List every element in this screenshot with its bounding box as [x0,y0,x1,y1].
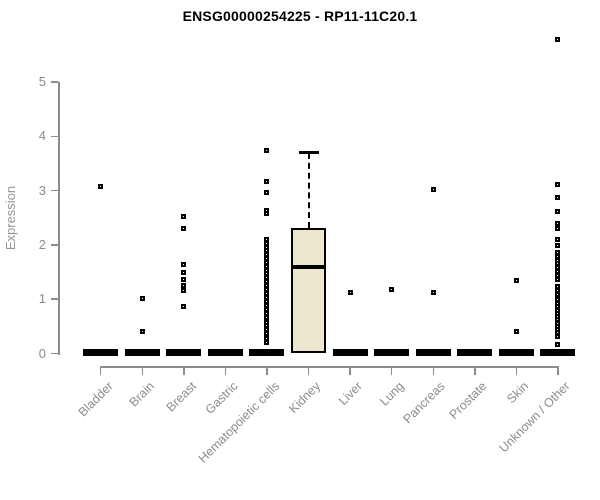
outlier-point [181,213,187,219]
outlier-point [264,211,270,217]
collapsed-box [374,348,410,356]
x-axis-line [99,366,559,368]
y-axis-tick [51,298,58,300]
outlier-point [264,259,270,265]
collapsed-box [249,348,285,356]
x-tick-label: Lung [377,379,407,409]
y-axis-tick [51,135,58,138]
outlier-point [181,277,187,283]
outlier-point [264,331,270,337]
y-tick-label: 1 [38,291,46,307]
collapsed-box [166,348,202,356]
box-body [291,227,327,354]
y-tick-label: 5 [38,74,46,89]
x-tick-label: Pancreas [400,379,449,427]
x-tick-label: Hematopoietic cells [195,379,282,466]
median-line [291,264,327,269]
outlier-point [181,282,187,288]
y-tick-label: 2 [38,236,46,252]
y-axis-tick [51,189,58,192]
outlier-point [555,288,561,293]
x-axis-tick [390,366,393,375]
x-tick-label: Skin [504,379,532,407]
whisker-cap [298,151,319,154]
x-axis-tick [183,366,185,375]
outlier-point [555,220,561,226]
outlier-point [181,261,187,267]
outlier-point [181,288,187,293]
collapsed-box [83,348,119,356]
y-axis-tick [51,244,58,246]
outlier-point [264,340,270,346]
x-axis-tick [474,366,476,375]
outlier-point [513,329,519,335]
outlier-point [513,278,519,284]
collapsed-box [498,348,534,356]
outlier-point [555,283,561,289]
outlier-point [181,303,187,309]
collapsed-box [415,348,451,356]
outlier-point [264,327,270,333]
collapsed-box [457,348,493,356]
outlier-point [389,287,395,293]
x-axis-tick [557,366,559,375]
collapsed-box [207,348,243,356]
x-tick-label: Breast [163,379,199,415]
x-tick-label: Kidney [286,379,324,416]
outlier-point [181,269,187,275]
x-axis-tick [515,366,518,375]
x-tick-label: Brain [126,379,158,410]
x-axis-tick [432,366,434,375]
x-axis-tick [224,366,227,375]
x-axis-tick [141,366,144,375]
x-axis-tick [349,366,351,375]
outlier-point [555,209,561,215]
x-tick-label: Prostate [446,379,490,422]
outlier-point [555,194,561,200]
outlier-point [555,36,561,42]
x-tick-label: Liver [335,379,366,409]
y-tick-label: 4 [38,128,46,144]
y-tick-label: 3 [38,182,46,198]
outlier-point [181,226,187,232]
outlier-point [555,182,561,188]
whisker-line [307,152,310,228]
outlier-point [139,296,145,302]
outlier-point [98,183,104,189]
outlier-point [555,333,561,339]
outlier-point [264,315,270,321]
outlier-point [264,178,270,184]
collapsed-box [332,348,368,356]
outlier-point [264,147,270,153]
outlier-point [430,187,436,192]
outlier-point [430,290,436,296]
outlier-point [264,302,270,308]
y-axis-tick [51,81,58,83]
y-axis-line [58,82,60,355]
y-tick-label: 0 [38,345,46,361]
collapsed-box [124,348,160,356]
collapsed-box [540,348,576,356]
outlier-point [555,292,561,298]
outlier-point [555,236,561,242]
y-axis-tick [51,352,58,355]
outlier-point [347,289,353,295]
outlier-point [264,310,270,316]
outlier-point [555,243,561,249]
outlier-point [264,278,270,284]
x-axis-tick [307,366,310,375]
outlier-point [555,226,561,232]
x-axis-tick [266,366,268,375]
outlier-point [264,286,270,292]
outlier-point [264,189,270,195]
outlier-point [555,276,561,282]
x-tick-label: Bladder [75,379,116,420]
chart-title: ENSG00000254225 - RP11-11C20.1 [182,8,418,24]
x-axis-tick [99,366,102,375]
outlier-point [555,341,561,347]
x-tick-label: Gastric [202,379,241,417]
outlier-point [139,328,145,334]
